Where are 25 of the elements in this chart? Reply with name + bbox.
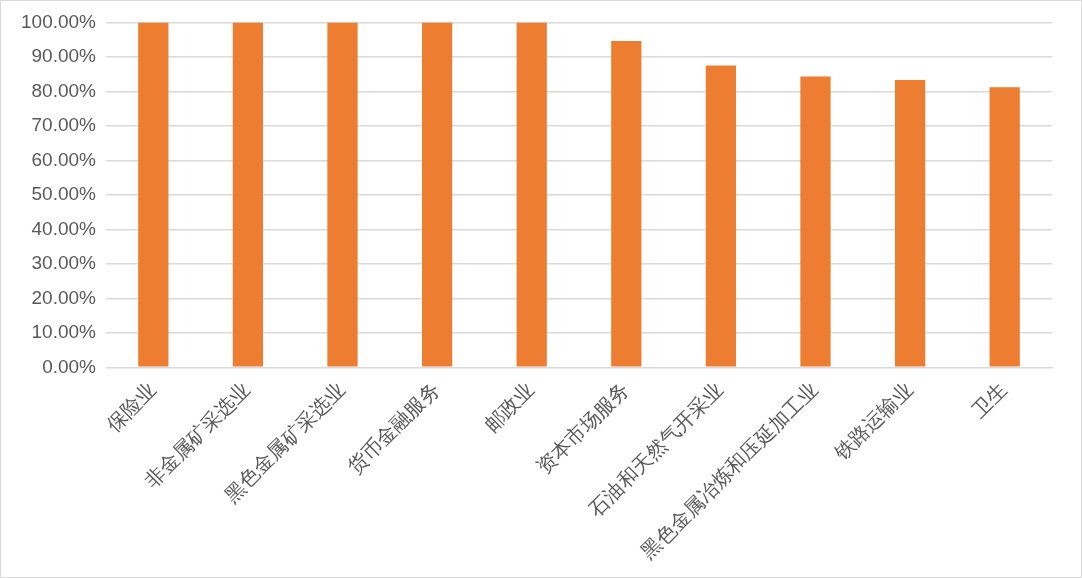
- bar: [705, 65, 737, 367]
- x-tick-label: 保险业: [101, 377, 161, 437]
- bar: [516, 22, 547, 367]
- bar: [421, 22, 453, 367]
- x-tick-label: 邮政业: [479, 377, 539, 437]
- bar: [894, 80, 926, 367]
- y-tick-label: 90.00%: [31, 45, 97, 67]
- y-tick-label: 40.00%: [31, 217, 97, 239]
- y-tick-label: 30.00%: [31, 252, 97, 274]
- bar: [327, 22, 358, 367]
- y-tick-label: 60.00%: [31, 148, 97, 170]
- bar: [989, 87, 1020, 367]
- y-tick-label: 80.00%: [31, 79, 97, 101]
- bar: [800, 76, 831, 367]
- y-tick-label: 10.00%: [31, 321, 97, 343]
- x-tick-label: 铁路运输业: [828, 377, 918, 466]
- bar: [611, 41, 642, 367]
- y-tick-label: 50.00%: [31, 183, 97, 205]
- y-tick-label: 100.00%: [20, 10, 97, 32]
- y-tick-label: 0.00%: [42, 355, 97, 377]
- y-tick-label: 20.00%: [31, 286, 97, 308]
- x-tick-label: 卫生: [966, 377, 1012, 423]
- bar: [138, 22, 169, 367]
- y-tick-label: 70.00%: [31, 114, 97, 136]
- bar: [232, 22, 264, 367]
